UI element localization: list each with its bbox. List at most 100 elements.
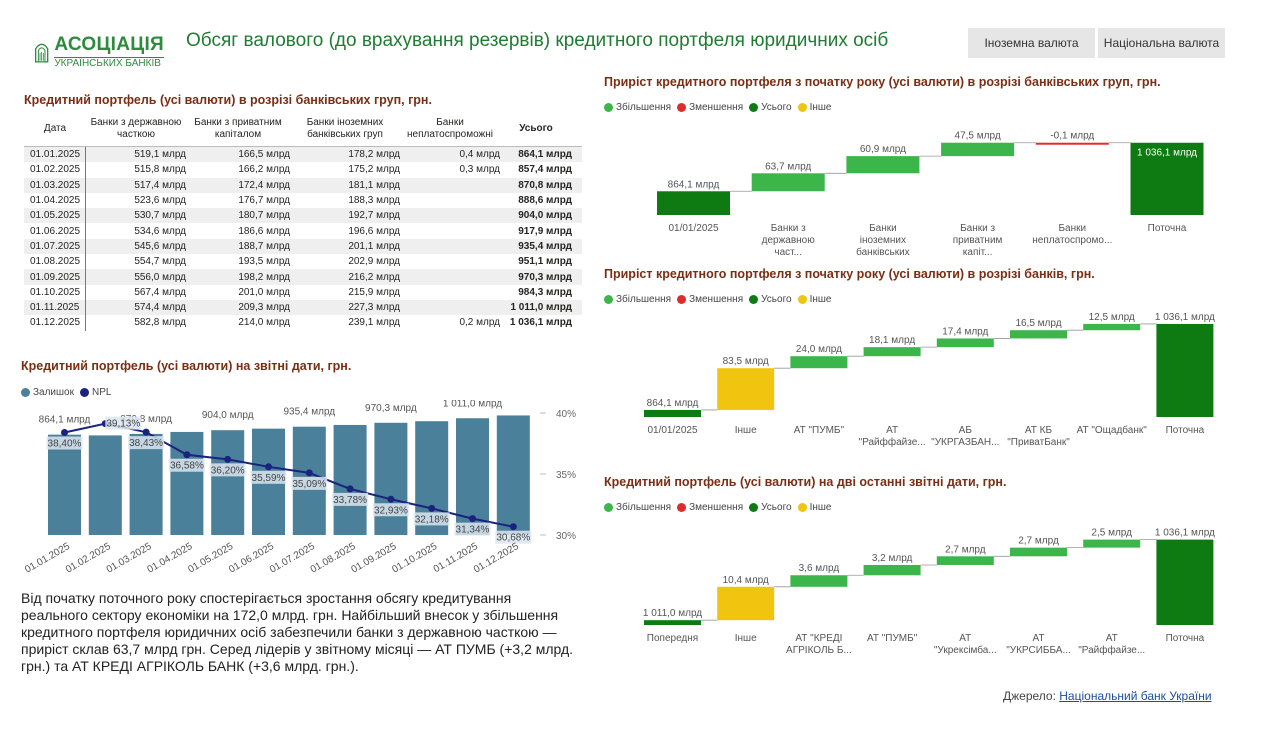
table-row[interactable]: 01.11.2025 574,4 млрд 209,3 млрд 227,3 млрд… [24, 299, 582, 316]
table-row[interactable]: 01.04.2025 523,6 млрд 176,7 млрд 188,3 млрд… [24, 192, 582, 209]
balance-bar[interactable] [333, 424, 367, 535]
waterfall-bar[interactable] [936, 556, 994, 565]
npl-point[interactable] [469, 515, 476, 523]
legend-item-total[interactable]: Усього [749, 294, 792, 305]
waterfall-bar[interactable] [1130, 142, 1204, 215]
waterfall-bar[interactable] [644, 409, 701, 417]
legend-item-decrease[interactable]: Зменшення [677, 294, 743, 305]
npl-label: 33,78% [333, 495, 367, 506]
legend-item-total[interactable]: Усього [749, 502, 792, 513]
npl-point[interactable] [142, 428, 150, 436]
waterfall-bar[interactable] [1010, 547, 1067, 557]
balance-bar[interactable] [496, 415, 530, 535]
legend-label: Інше [809, 102, 832, 113]
legend-label: Збільшення [616, 102, 672, 113]
category-label-line: АТ [1033, 633, 1045, 644]
legend-item-increase[interactable]: Збільшення [604, 294, 671, 305]
category-label-line: АТ "КРЕДІ [795, 633, 842, 644]
waterfall-bar[interactable] [1083, 323, 1141, 331]
table-row[interactable]: 01.09.2025 556,0 млрд 198,2 млрд 216,2 млрд… [24, 269, 582, 285]
legend-label: Усього [761, 294, 792, 305]
waterfall-bar[interactable] [863, 347, 921, 357]
source-link[interactable]: Національний банк України [1059, 689, 1212, 703]
npl-point[interactable] [61, 429, 68, 437]
legend-item-other[interactable]: Інше [797, 502, 831, 513]
waterfall-bar[interactable] [644, 620, 701, 625]
table-row[interactable]: 01.10.2025 567,4 млрд 201,0 млрд 215,9 млрд… [24, 284, 582, 300]
npl-point[interactable] [265, 463, 272, 471]
legend-item-total[interactable]: Усього [749, 102, 792, 113]
legend-item-npl[interactable]: NPL [79, 387, 111, 398]
waterfall-bar[interactable] [863, 564, 921, 576]
npl-point[interactable] [509, 523, 517, 531]
npl-point[interactable] [183, 451, 191, 459]
waterfall-bar[interactable] [717, 586, 775, 621]
npl-label: 31,34% [456, 525, 490, 536]
npl-point[interactable] [387, 495, 395, 503]
waterfall-bar[interactable] [1156, 539, 1214, 625]
category-label-line: іноземних [860, 235, 906, 246]
waterfall-bar[interactable] [1035, 142, 1109, 145]
cell-state: 534,6 млрд [134, 225, 186, 237]
col-header-date[interactable]: Дата [43, 122, 67, 134]
waterfall-bar[interactable] [751, 173, 825, 192]
npl-point[interactable] [346, 485, 354, 493]
col-header-total[interactable]: Усього [519, 122, 553, 134]
table-row[interactable]: 01.07.2025 545,6 млрд 188,7 млрд 201,1 млрд… [24, 238, 582, 255]
balance-bar[interactable] [211, 430, 245, 535]
npl-point[interactable] [224, 455, 232, 463]
combo-title: Кредитний портфель (усі валюти) на звітн… [21, 359, 352, 373]
cell-total: 935,4 млрд [518, 240, 572, 252]
waterfall-bar[interactable] [657, 191, 730, 215]
legend-item-increase[interactable]: Збільшення [604, 502, 671, 513]
x-tick-label: 01.04.2025 [146, 541, 195, 576]
legend-item-other[interactable]: Інше [797, 102, 832, 113]
combo-legend: Залишок NPL [21, 387, 117, 398]
cell-state: 567,4 млрд [134, 286, 186, 298]
balance-bar[interactable] [88, 435, 122, 535]
waterfall-bar[interactable] [790, 575, 848, 587]
table-row[interactable]: 01.08.2025 554,7 млрд 193,5 млрд 202,9 млрд… [24, 254, 582, 270]
balance-bar[interactable] [374, 422, 408, 535]
waterfall-bar[interactable] [936, 338, 994, 348]
waterfall-bar[interactable] [1010, 330, 1067, 339]
table-row[interactable]: 01.06.2025 534,6 млрд 186,6 млрд 196,6 млрд… [24, 223, 582, 239]
cell-private: 176,7 млрд [238, 195, 290, 207]
table-row[interactable]: 01.12.2025 582,8 млрд 214,0 млрд 239,1 млрд… [24, 315, 582, 331]
waterfall-bar[interactable] [846, 156, 920, 174]
cell-state: 530,7 млрд [134, 210, 186, 222]
cell-total: 917,9 млрд [518, 225, 572, 237]
table-row[interactable]: 01.03.2025 517,4 млрд 172,4 млрд 181,1 млрд… [24, 177, 582, 193]
waterfall-bar[interactable] [790, 356, 848, 369]
balance-bar[interactable] [129, 433, 163, 535]
cell-total: 970,3 млрд [518, 271, 572, 283]
col-header-insolvent[interactable]: Банки неплатоспроможні [406, 116, 493, 140]
data-label: 864,1 млрд [668, 179, 720, 190]
col-header-state[interactable]: Банки з державною часткою [90, 116, 182, 140]
waterfall-bar[interactable] [941, 142, 1015, 157]
waterfall-bar[interactable] [717, 368, 775, 410]
col-header-foreign[interactable]: Банки іноземних банківських груп [306, 116, 384, 140]
table-row[interactable]: 01.02.2025 515,8 млрд 166,2 млрд 175,2 млрд… [24, 162, 582, 178]
category-label-line: АТ [886, 425, 898, 436]
cell-private: 209,3 млрд [238, 302, 290, 314]
npl-point[interactable] [428, 504, 436, 512]
waterfall-bar[interactable] [1156, 323, 1214, 417]
npl-point[interactable] [305, 469, 313, 477]
cell-foreign: 178,2 млрд [348, 149, 400, 161]
foreign-currency-button[interactable]: Іноземна валюта [968, 28, 1095, 58]
legend-item-increase[interactable]: Збільшення [604, 102, 671, 113]
legend-item-decrease[interactable]: Зменшення [677, 502, 743, 513]
legend-item-other[interactable]: Інше [797, 294, 831, 305]
waterfall-bar[interactable] [1083, 539, 1141, 548]
legend-item-balance[interactable]: Залишок [21, 387, 74, 398]
col-header-private[interactable]: Банки з приватним капіталом [194, 116, 282, 140]
national-currency-button[interactable]: Національна валюта [1098, 28, 1225, 58]
x-tick-label: 01.02.2025 [64, 541, 113, 576]
balance-bar[interactable] [48, 434, 81, 535]
table-row[interactable]: 01.05.2025 530,7 млрд 180,7 млрд 192,7 млрд… [24, 208, 582, 224]
legend-item-decrease[interactable]: Зменшення [677, 102, 743, 113]
table-row[interactable]: 01.01.2025 519,1 млрд 166,5 млрд 178,2 млрд… [24, 147, 582, 163]
category-label-line: Банки з [771, 223, 806, 234]
